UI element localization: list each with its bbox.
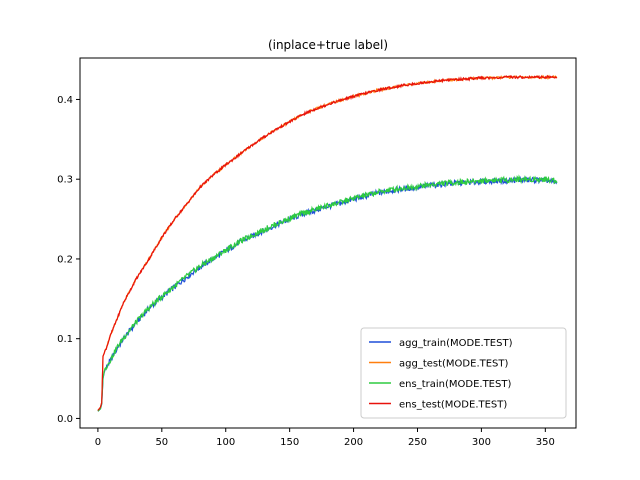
chart-title: (inplace+true label) [268,38,388,52]
y-tick-label: 0.2 [57,254,73,265]
legend: agg_train(MODE.TEST) agg_test(MODE.TEST)e… [360,327,567,419]
x-tick-label: 100 [216,437,235,448]
x-tick-label: 250 [408,437,427,448]
plot-area-frame [79,57,577,429]
x-tick-label: 300 [472,437,491,448]
legend-label-agg-train: agg_train(MODE.TEST) [399,338,513,349]
y-tick-label: 0.4 [57,95,73,106]
axis-ticks: 0 50 100 150 200 250 300 350 0.0 0.1 0.2 0.3 0.4 [57,95,555,448]
series-line-ens-test [97,74,558,411]
y-tick-label: 0.1 [57,334,73,345]
legend-box [360,327,567,419]
legend-label-agg-test: agg_test(MODE.TEST) [399,359,509,370]
series-line-ens-train [97,174,558,412]
x-tick-label: 200 [344,437,363,448]
legend-label-ens-test: ens_test(MODE.TEST) [399,400,507,411]
x-tick-label: 0 [95,437,101,448]
y-tick-label: 0.0 [57,414,73,425]
x-tick-label: 50 [155,437,168,448]
x-tick-label: 350 [536,437,555,448]
y-tick-label: 0.3 [57,175,73,186]
series-layer [97,74,558,412]
legend-label-ens-train: ens_train(MODE.TEST) [399,379,511,390]
x-tick-label: 150 [280,437,299,448]
